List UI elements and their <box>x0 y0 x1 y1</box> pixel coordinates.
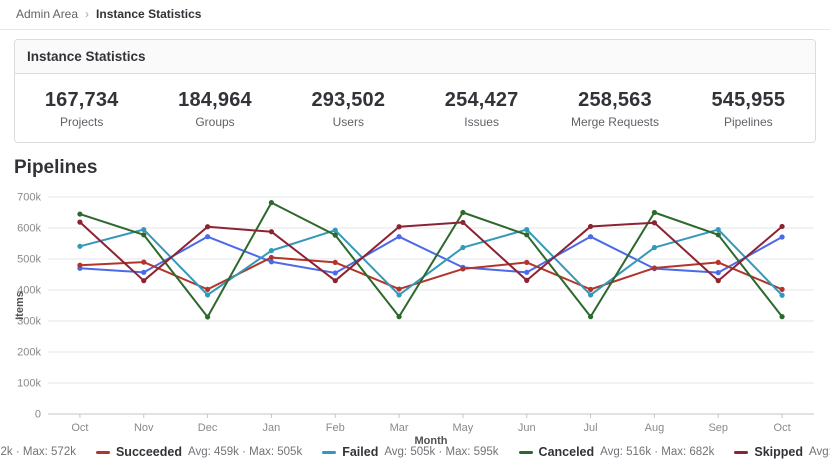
svg-text:Nov: Nov <box>134 422 154 434</box>
stat-merge-requests: 258,563 Merge Requests <box>548 89 681 129</box>
stat-value: 254,427 <box>444 89 519 111</box>
stat-groups: 184,964 Groups <box>148 89 281 129</box>
stat-users: 293,502 Users <box>282 89 415 129</box>
svg-text:Mar: Mar <box>390 422 409 434</box>
legend-item-failed[interactable]: Failed Avg: 505k · Max: 595k <box>322 445 499 459</box>
pipelines-heading: Pipelines <box>14 157 98 178</box>
svg-text:Jan: Jan <box>263 422 281 434</box>
svg-text:Dec: Dec <box>198 422 218 434</box>
legend-name: Canceled <box>538 445 595 459</box>
svg-text:300k: 300k <box>17 316 41 328</box>
breadcrumb: Admin Area › Instance Statistics <box>0 0 830 30</box>
stat-label: Groups <box>195 115 235 129</box>
stats-row: 167,734 Projects 184,964 Groups 293,502 … <box>15 74 815 142</box>
legend-stats: Avg: 459k · Max: 505k <box>187 446 303 458</box>
chart-legend: Total Avg: 502k · Max: 572k Succeeded Av… <box>0 445 830 459</box>
svg-text:700k: 700k <box>17 192 41 204</box>
canceled-series-marker-icon <box>518 450 533 454</box>
legend-item-succeeded[interactable]: Succeeded Avg: 459k · Max: 505k <box>95 445 303 459</box>
svg-text:Jun: Jun <box>518 422 536 434</box>
legend-name: Failed <box>342 445 379 459</box>
instance-statistics-card: Instance Statistics 167,734 Projects 184… <box>14 39 816 143</box>
skipped-series-marker-icon <box>734 450 749 454</box>
stat-value: 258,563 <box>578 89 652 111</box>
svg-text:Aug: Aug <box>645 422 665 434</box>
breadcrumb-current-page: Instance Statistics <box>96 7 202 21</box>
legend-item-total[interactable]: Total Avg: 502k · Max: 572k <box>0 445 76 459</box>
pipelines-chart: 0 100k 200k 300k 400k 500k 600k 700k Oct Nov Dec Ja… <box>0 185 830 459</box>
svg-text:500k: 500k <box>17 254 41 266</box>
svg-text:100k: 100k <box>17 378 41 390</box>
stat-label: Projects <box>59 115 104 129</box>
stat-value: 184,964 <box>178 89 252 111</box>
legend-stats: Avg: 502k · Max: 572k <box>0 446 76 458</box>
stat-pipelines: 545,955 Pipelines <box>682 89 815 129</box>
svg-text:Feb: Feb <box>326 422 345 434</box>
pipelines-chart-svg[interactable]: 0 100k 200k 300k 400k 500k 600k 700k Oct Nov Dec Ja… <box>14 185 816 445</box>
svg-text:Jul: Jul <box>584 422 598 434</box>
svg-text:400k: 400k <box>17 285 41 297</box>
svg-text:200k: 200k <box>17 347 41 359</box>
legend-item-canceled[interactable]: Canceled Avg: 516k · Max: 682k <box>518 445 715 459</box>
svg-text:May: May <box>453 422 474 434</box>
breadcrumb-admin-area-link[interactable]: Admin Area <box>16 7 79 21</box>
stat-value: 293,502 <box>311 89 386 111</box>
stat-label: Merge Requests <box>570 115 659 129</box>
svg-text:Oct: Oct <box>774 422 791 434</box>
stat-value: 167,734 <box>44 89 119 111</box>
svg-text:Oct: Oct <box>71 422 88 434</box>
breadcrumb-separator-icon: › <box>85 7 90 21</box>
stat-label: Users <box>332 115 364 129</box>
svg-text:Month: Month <box>415 435 448 445</box>
legend-stats: Avg: 548k · Max: 619k <box>808 446 830 458</box>
svg-text:0: 0 <box>35 409 41 421</box>
svg-text:600k: 600k <box>17 223 41 235</box>
legend-name: Skipped <box>754 445 803 459</box>
stat-value: 545,955 <box>711 89 786 111</box>
legend-item-skipped[interactable]: Skipped Avg: 548k · Max: 619k <box>734 445 830 459</box>
stat-projects: 167,734 Projects <box>15 89 148 129</box>
stat-issues: 254,427 Issues <box>415 89 548 129</box>
svg-text:Sep: Sep <box>708 422 728 434</box>
legend-name: Succeeded <box>115 445 182 459</box>
legend-stats: Avg: 505k · Max: 595k <box>384 446 499 458</box>
succeeded-series-marker-icon <box>95 450 110 454</box>
svg-text:Items: Items <box>14 291 26 320</box>
card-title: Instance Statistics <box>15 40 815 74</box>
legend-stats: Avg: 516k · Max: 682k <box>600 446 715 458</box>
stat-label: Issues <box>464 115 499 129</box>
stat-label: Pipelines <box>723 115 773 129</box>
failed-series-marker-icon <box>322 450 337 454</box>
